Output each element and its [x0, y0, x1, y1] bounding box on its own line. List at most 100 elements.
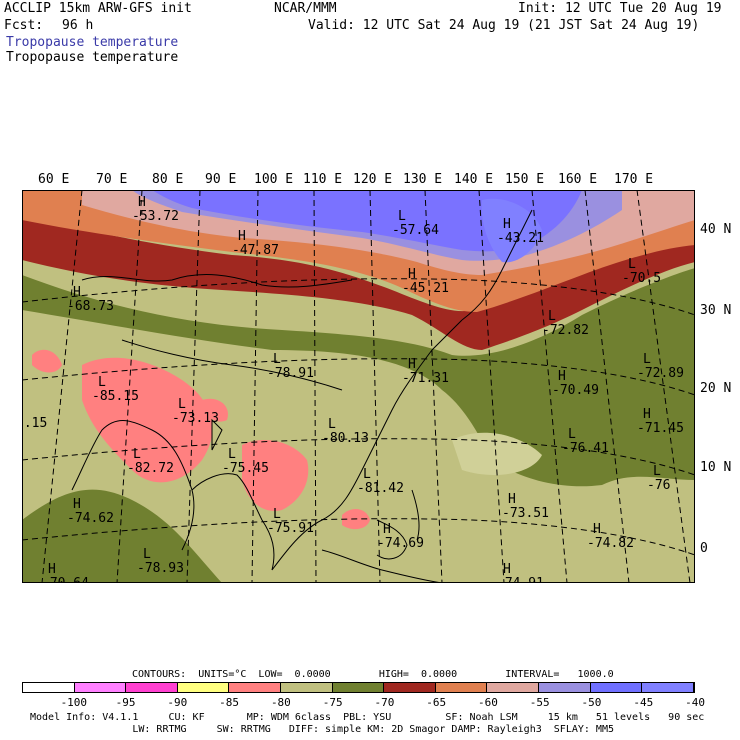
extremum-mark: H	[138, 195, 146, 210]
colorbar-swatch	[281, 683, 333, 692]
graticule	[22, 190, 695, 583]
extremum-mark: L	[548, 309, 556, 324]
shade-minus80	[202, 398, 228, 422]
colorbar-tick-label: -90	[167, 696, 188, 709]
model-info-line1: Model Info: V4.1.1 CU: KF MP: WDM 6class…	[30, 712, 705, 723]
colorbar-tick-label: -55	[529, 696, 550, 709]
lon-label: 90 E	[205, 172, 237, 187]
field-title-shaded: Tropopause temperature	[6, 35, 179, 50]
extremum-value: -53.72	[132, 209, 179, 224]
shade-minus45-japan	[481, 198, 542, 263]
extremum-mark: H	[73, 285, 81, 300]
shade-minus45	[152, 190, 582, 252]
extremum-mark: H	[73, 497, 81, 512]
colorbar-tick-label: -60	[478, 696, 498, 709]
colorbar-swatch	[177, 683, 230, 692]
extremum-value: -81.42	[357, 481, 404, 496]
extremum-value: 3.15	[22, 416, 47, 431]
extremum-value: -74.91	[497, 576, 544, 583]
colorbar-tick-label: -100	[60, 696, 88, 709]
extremum-mark: H	[383, 522, 391, 537]
colorbar-swatch	[590, 683, 643, 692]
extremum-mark: L	[363, 467, 371, 482]
extremum-value: -70.49	[552, 383, 599, 398]
colorbar-swatch	[74, 683, 127, 692]
extremum-value: -76	[647, 478, 670, 493]
colorbar-tick-label: -45	[633, 696, 654, 709]
lat-label: 10 N	[700, 460, 732, 475]
extremum-value: -76.41	[562, 441, 609, 456]
extremum-mark: H	[558, 369, 566, 384]
extremum-value: -70.5	[622, 271, 661, 286]
lon-label: 80 E	[152, 172, 184, 187]
colorbar-swatch	[642, 683, 694, 692]
colorbar-swatch	[539, 683, 591, 692]
extremum-mark: L	[643, 352, 651, 367]
shade-light	[452, 432, 542, 475]
extremum-value: -78.93	[137, 561, 184, 576]
extremum-value: -68.73	[67, 299, 114, 314]
extremum-mark: L	[628, 257, 636, 272]
extremum-mark: L	[143, 547, 151, 562]
lat-label: 0	[700, 541, 708, 556]
extremum-mark: H	[238, 229, 246, 244]
lon-label: 120 E	[353, 172, 393, 187]
extremum-value: -73.51	[502, 506, 549, 521]
extremum-value: -73.13	[172, 411, 219, 426]
lon-label: 170 E	[614, 172, 654, 187]
colorbar-tick-label: -75	[322, 696, 343, 709]
lat-label: 30 N	[700, 303, 732, 318]
extremum-value: -74.69	[377, 536, 424, 551]
org-label: NCAR/MMM	[274, 1, 337, 16]
extremum-value: -85.15	[92, 389, 139, 404]
extremum-mark: H	[503, 217, 511, 232]
extremum-mark: L	[568, 427, 576, 442]
shade-minus80-indochina	[242, 440, 309, 511]
colorbar-tick-label: -70	[374, 696, 395, 709]
tropopause-map: H-53.72H-47.87L-57.64 H-43.21H-45.21L-70.…	[22, 190, 695, 583]
colorbar-swatch	[435, 683, 488, 692]
lat-label: 40 N	[700, 222, 732, 237]
lon-label: 130 E	[403, 172, 443, 187]
extremum-mark: L	[273, 352, 281, 367]
model-title: ACCLIP 15km ARW-GFS init	[4, 1, 192, 16]
extremum-value: -47.87	[232, 243, 279, 258]
colorbar-tick-label: -95	[115, 696, 136, 709]
lon-label: 160 E	[558, 172, 598, 187]
extremum-value: -57.64	[392, 223, 439, 238]
lat-label: 20 N	[700, 381, 732, 396]
colorbar-swatch	[126, 683, 178, 692]
colorbar-swatch	[384, 683, 436, 692]
shade-minus80	[32, 349, 62, 373]
extremum-value: -82.72	[127, 461, 174, 476]
lon-label: 60 E	[38, 172, 70, 187]
extremum-value: -45.21	[402, 281, 449, 296]
extremum-mark: L	[328, 417, 336, 432]
colorbar-swatch	[487, 683, 540, 692]
extremum-value: -75.91	[267, 521, 314, 536]
shade-minus65	[22, 215, 695, 350]
extremum-value: -43.21	[497, 231, 544, 246]
valid-time: Valid: 12 UTC Sat 24 Aug 19 (21 JST Sat …	[308, 18, 700, 33]
model-info-line2: LW: RRTMG SW: RRTMG DIFF: simple KM: 2D …	[30, 724, 614, 735]
lon-label: 140 E	[454, 172, 494, 187]
colorbar-swatch	[332, 683, 385, 692]
extremum-value: -78.91	[267, 366, 314, 381]
extremum-value: -80.13	[322, 431, 369, 446]
colorbar-tick-label: -40	[685, 696, 705, 709]
extremum-value: -71.31	[402, 371, 449, 386]
extremum-value: -72.89	[637, 366, 684, 381]
extremum-mark: H	[593, 522, 601, 537]
extremum-mark: L	[178, 397, 186, 412]
extremum-mark: H	[503, 562, 511, 577]
contours-info: CONTOURS: UNITS=°C LOW= 0.0000 HIGH= 0.0…	[132, 669, 614, 680]
colorbar	[22, 682, 695, 693]
init-time: Init: 12 UTC Tue 20 Aug 19	[518, 1, 722, 16]
colorbar-tick-label: -85	[219, 696, 240, 709]
extremum-value: -72.82	[542, 323, 589, 338]
fcst-value: 96 h	[62, 18, 94, 33]
colorbar-tick-label: -50	[581, 696, 602, 709]
extremum-mark: L	[398, 209, 406, 224]
extremum-value: -74.62	[67, 511, 114, 526]
extremum-mark: L	[98, 375, 106, 390]
